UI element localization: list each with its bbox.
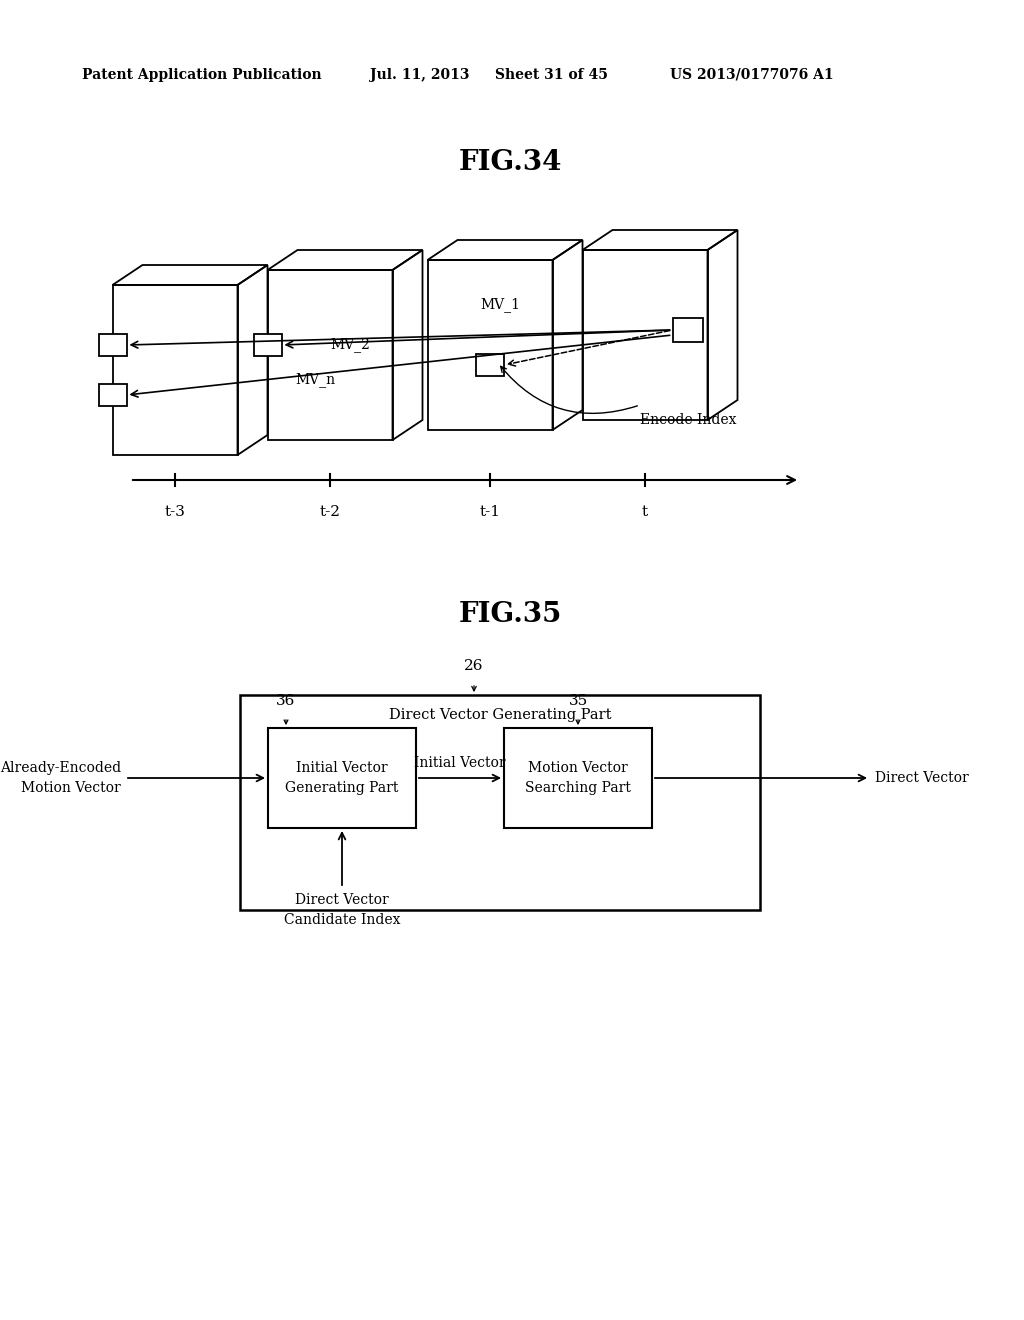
Text: Direct Vector Generating Part: Direct Vector Generating Part bbox=[389, 708, 611, 722]
Text: 26: 26 bbox=[464, 659, 483, 673]
Text: t-1: t-1 bbox=[479, 506, 501, 519]
Text: Jul. 11, 2013: Jul. 11, 2013 bbox=[370, 69, 469, 82]
Text: US 2013/0177076 A1: US 2013/0177076 A1 bbox=[670, 69, 834, 82]
Text: 35: 35 bbox=[568, 694, 588, 708]
Text: Sheet 31 of 45: Sheet 31 of 45 bbox=[495, 69, 608, 82]
Text: MV_2: MV_2 bbox=[330, 337, 370, 352]
Text: t: t bbox=[642, 506, 648, 519]
Text: FIG.35: FIG.35 bbox=[459, 602, 562, 628]
Bar bbox=[98, 384, 127, 407]
Text: Direct Vector
Candidate Index: Direct Vector Candidate Index bbox=[284, 894, 400, 927]
Text: 36: 36 bbox=[276, 694, 296, 708]
Bar bbox=[476, 354, 504, 376]
Text: Encode Index: Encode Index bbox=[640, 413, 736, 426]
Text: Initial Vector
Generating Part: Initial Vector Generating Part bbox=[286, 762, 398, 795]
Text: t-3: t-3 bbox=[165, 506, 185, 519]
Bar bbox=[254, 334, 282, 356]
Bar bbox=[504, 729, 652, 828]
Text: Patent Application Publication: Patent Application Publication bbox=[82, 69, 322, 82]
Text: t-2: t-2 bbox=[319, 506, 341, 519]
Text: MV_n: MV_n bbox=[295, 372, 335, 387]
Bar bbox=[98, 334, 127, 356]
Text: Already-Encoded
Motion Vector: Already-Encoded Motion Vector bbox=[0, 762, 121, 795]
Bar bbox=[268, 729, 416, 828]
Text: Direct Vector: Direct Vector bbox=[874, 771, 969, 785]
Text: Motion Vector
Searching Part: Motion Vector Searching Part bbox=[525, 762, 631, 795]
Bar bbox=[673, 318, 702, 342]
Text: FIG.34: FIG.34 bbox=[459, 149, 562, 177]
Text: Initial Vector: Initial Vector bbox=[414, 756, 506, 770]
Bar bbox=[240, 696, 760, 909]
Text: MV_1: MV_1 bbox=[480, 297, 520, 312]
